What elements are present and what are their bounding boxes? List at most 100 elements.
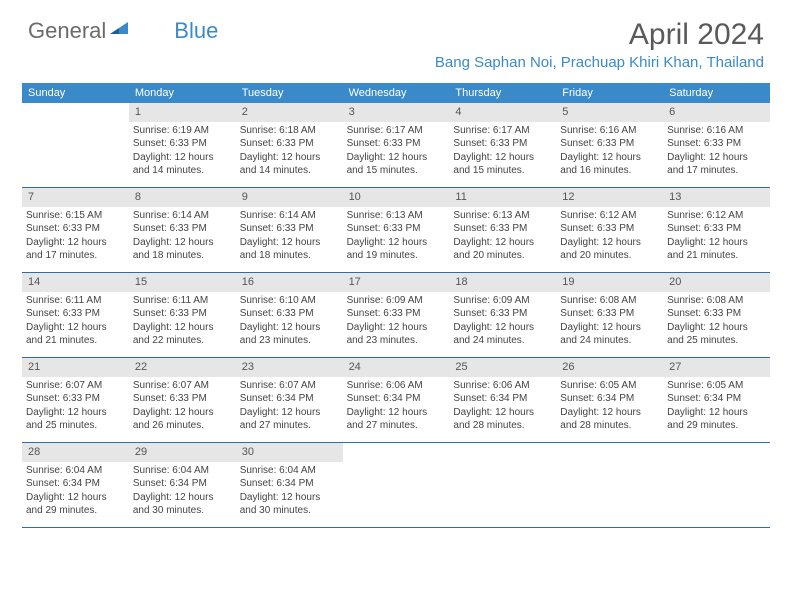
day-body: Sunrise: 6:15 AMSunset: 6:33 PMDaylight:… [22,209,129,267]
day-number: 29 [129,443,236,462]
day-cell: 30 Sunrise: 6:04 AMSunset: 6:34 PMDayligh… [236,443,343,527]
day-number: 21 [22,358,129,377]
day-body: Sunrise: 6:06 AMSunset: 6:34 PMDaylight:… [449,379,556,437]
day-cell: 4Sunrise: 6:17 AMSunset: 6:33 PMDaylight… [449,103,556,187]
day-cell: 16 Sunrise: 6:10 AMSunset: 6:33 PMDayligh… [236,273,343,357]
day-body: Sunrise: 6:12 AMSunset: 6:33 PMDaylight:… [663,209,770,267]
flag-icon [110,18,132,44]
weekday-label: Sunday [22,83,129,103]
day-cell: 15 Sunrise: 6:11 AMSunset: 6:33 PMDayligh… [129,273,236,357]
week-row: 1 Sunrise: 6:19 AMSunset: 6:33 PMDaylight… [22,103,770,188]
month-title: April 2024 [435,18,764,52]
day-cell: 11Sunrise: 6:13 AMSunset: 6:33 PMDayligh… [449,188,556,272]
day-number: 24 [343,358,450,377]
day-body: Sunrise: 6:18 AMSunset: 6:33 PMDaylight:… [236,124,343,182]
day-cell: 3Sunrise: 6:17 AMSunset: 6:33 PMDaylight… [343,103,450,187]
day-number: 27 [663,358,770,377]
weekday-label: Friday [556,83,663,103]
day-cell: 20Sunrise: 6:08 AMSunset: 6:33 PMDayligh… [663,273,770,357]
day-cell: 23 Sunrise: 6:07 AMSunset: 6:34 PMDayligh… [236,358,343,442]
weekday-header: SundayMondayTuesdayWednesdayThursdayFrid… [22,83,770,103]
day-number: 20 [663,273,770,292]
day-body: Sunrise: 6:04 AMSunset: 6:34 PMDaylight:… [22,464,129,522]
day-number: 12 [556,188,663,207]
day-body: Sunrise: 6:12 AMSunset: 6:33 PMDaylight:… [556,209,663,267]
day-cell: 19 Sunrise: 6:08 AMSunset: 6:33 PMDayligh… [556,273,663,357]
day-cell: 12 Sunrise: 6:12 AMSunset: 6:33 PMDayligh… [556,188,663,272]
weekday-label: Tuesday [236,83,343,103]
day-cell: 24 Sunrise: 6:06 AMSunset: 6:34 PMDayligh… [343,358,450,442]
day-cell: 1 Sunrise: 6:19 AMSunset: 6:33 PMDaylight… [129,103,236,187]
day-cell: 6Sunrise: 6:16 AMSunset: 6:33 PMDaylight… [663,103,770,187]
day-body: Sunrise: 6:13 AMSunset: 6:33 PMDaylight:… [343,209,450,267]
day-number: 3 [343,103,450,122]
day-cell: 8 Sunrise: 6:14 AMSunset: 6:33 PMDaylight… [129,188,236,272]
weekday-label: Monday [129,83,236,103]
weekday-label: Saturday [663,83,770,103]
day-body: Sunrise: 6:09 AMSunset: 6:33 PMDaylight:… [449,294,556,352]
day-number: 4 [449,103,556,122]
day-body: Sunrise: 6:11 AMSunset: 6:33 PMDaylight:… [22,294,129,352]
day-body: Sunrise: 6:14 AMSunset: 6:33 PMDaylight:… [236,209,343,267]
day-body: Sunrise: 6:09 AMSunset: 6:33 PMDaylight:… [343,294,450,352]
day-cell: 7 Sunrise: 6:15 AMSunset: 6:33 PMDaylight… [22,188,129,272]
day-cell: 25Sunrise: 6:06 AMSunset: 6:34 PMDayligh… [449,358,556,442]
day-body: Sunrise: 6:05 AMSunset: 6:34 PMDaylight:… [556,379,663,437]
title-block: April 2024 Bang Saphan Noi, Prachuap Khi… [435,18,764,71]
day-body: Sunrise: 6:07 AMSunset: 6:33 PMDaylight:… [129,379,236,437]
logo-text-1: General [28,18,106,44]
day-cell: 29 Sunrise: 6:04 AMSunset: 6:34 PMDayligh… [129,443,236,527]
day-cell [449,443,556,527]
day-body: Sunrise: 6:07 AMSunset: 6:34 PMDaylight:… [236,379,343,437]
day-body: Sunrise: 6:10 AMSunset: 6:33 PMDaylight:… [236,294,343,352]
day-cell [663,443,770,527]
day-body: Sunrise: 6:07 AMSunset: 6:33 PMDaylight:… [22,379,129,437]
day-cell: 14 Sunrise: 6:11 AMSunset: 6:33 PMDayligh… [22,273,129,357]
day-number: 14 [22,273,129,292]
day-cell: 21 Sunrise: 6:07 AMSunset: 6:33 PMDayligh… [22,358,129,442]
day-cell: 28 Sunrise: 6:04 AMSunset: 6:34 PMDayligh… [22,443,129,527]
calendar: SundayMondayTuesdayWednesdayThursdayFrid… [22,83,770,528]
day-number: 23 [236,358,343,377]
day-number: 5 [556,103,663,122]
day-cell: 22Sunrise: 6:07 AMSunset: 6:33 PMDayligh… [129,358,236,442]
day-number: 7 [22,188,129,207]
day-number: 30 [236,443,343,462]
day-body: Sunrise: 6:11 AMSunset: 6:33 PMDaylight:… [129,294,236,352]
day-body: Sunrise: 6:04 AMSunset: 6:34 PMDaylight:… [236,464,343,522]
day-number: 19 [556,273,663,292]
weekday-label: Thursday [449,83,556,103]
day-number: 2 [236,103,343,122]
day-cell: 2 Sunrise: 6:18 AMSunset: 6:33 PMDaylight… [236,103,343,187]
week-row: 14Sunrise: 6:11 AMSunset: 6:33 PMDayligh… [22,273,770,358]
day-body: Sunrise: 6:06 AMSunset: 6:34 PMDaylight:… [343,379,450,437]
day-body: Sunrise: 6:14 AMSunset: 6:33 PMDaylight:… [129,209,236,267]
day-number: 28 [22,443,129,462]
day-number: 10 [343,188,450,207]
day-cell: 27 Sunrise: 6:05 AMSunset: 6:34 PMDayligh… [663,358,770,442]
day-cell: 17Sunrise: 6:09 AMSunset: 6:33 PMDayligh… [343,273,450,357]
day-body: Sunrise: 6:19 AMSunset: 6:33 PMDaylight:… [129,124,236,182]
day-number: 16 [236,273,343,292]
day-number: 15 [129,273,236,292]
logo: General Blue [28,18,218,44]
weekday-label: Wednesday [343,83,450,103]
day-body: Sunrise: 6:05 AMSunset: 6:34 PMDaylight:… [663,379,770,437]
day-number: 9 [236,188,343,207]
day-body: Sunrise: 6:04 AMSunset: 6:34 PMDaylight:… [129,464,236,522]
day-cell: 5Sunrise: 6:16 AMSunset: 6:33 PMDaylight… [556,103,663,187]
day-number: 6 [663,103,770,122]
day-cell: 13 Sunrise: 6:12 AMSunset: 6:33 PMDayligh… [663,188,770,272]
day-number: 13 [663,188,770,207]
day-cell: 26 Sunrise: 6:05 AMSunset: 6:34 PMDayligh… [556,358,663,442]
day-number: 1 [129,103,236,122]
day-cell [556,443,663,527]
day-body: Sunrise: 6:08 AMSunset: 6:33 PMDaylight:… [556,294,663,352]
day-number: 18 [449,273,556,292]
day-number: 26 [556,358,663,377]
logo-text-2: Blue [174,18,218,44]
week-row: 28Sunrise: 6:04 AMSunset: 6:34 PMDayligh… [22,443,770,528]
day-body: Sunrise: 6:13 AMSunset: 6:33 PMDaylight:… [449,209,556,267]
location: Bang Saphan Noi, Prachuap Khiri Khan, Th… [435,54,764,71]
day-number: 8 [129,188,236,207]
